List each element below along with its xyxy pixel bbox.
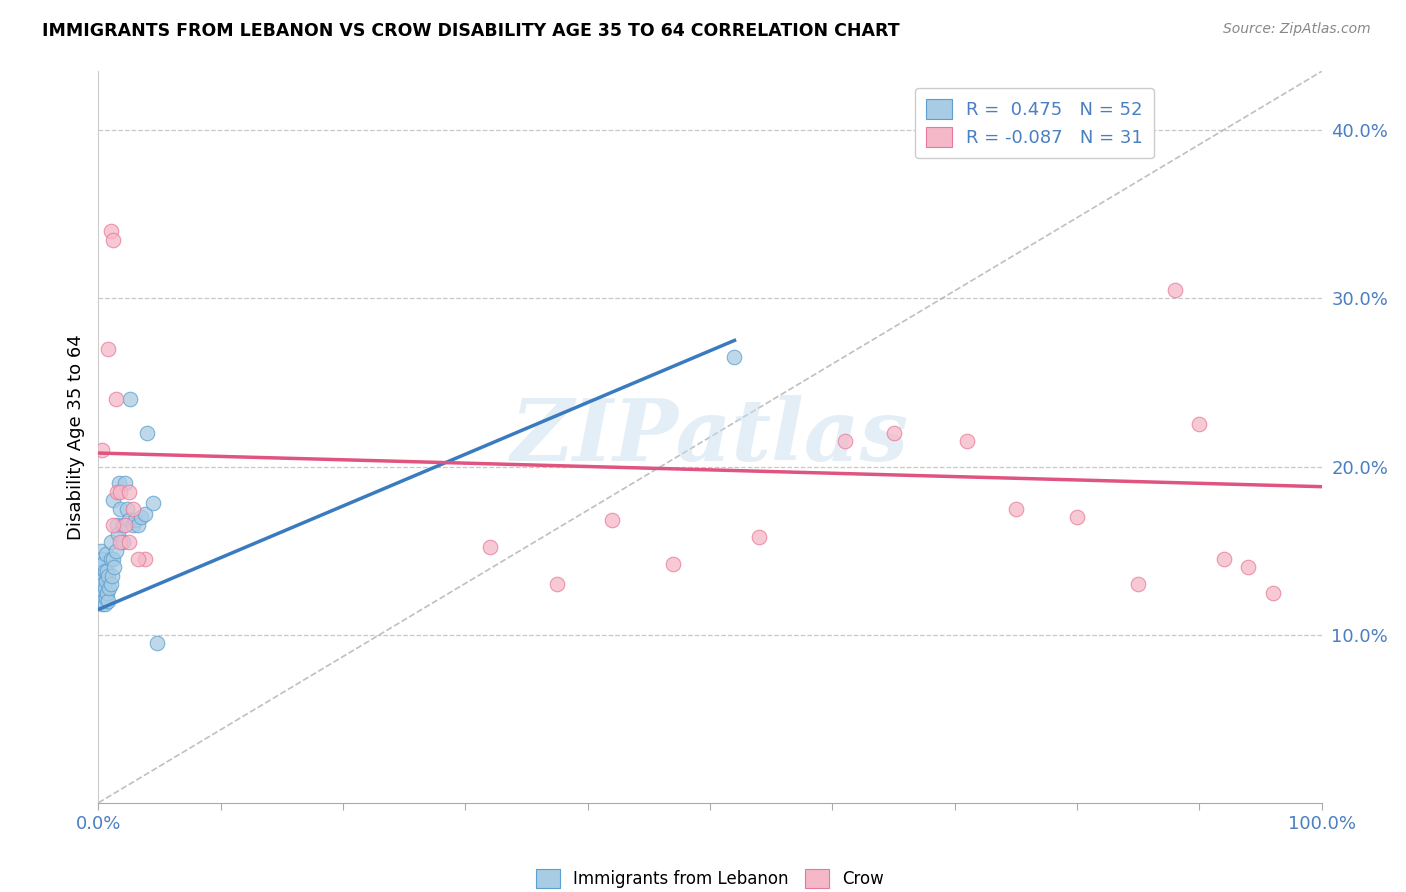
Point bbox=[110, 501, 132, 516]
Point bbox=[98, 581, 121, 595]
Point bbox=[1066, 510, 1088, 524]
Point bbox=[100, 577, 122, 591]
Point bbox=[142, 496, 165, 510]
Point bbox=[146, 636, 169, 650]
Point bbox=[104, 392, 127, 407]
Point bbox=[120, 392, 142, 407]
Point bbox=[600, 513, 623, 527]
Point bbox=[748, 530, 770, 544]
Point bbox=[90, 581, 112, 595]
Point bbox=[101, 552, 124, 566]
Point bbox=[723, 350, 745, 364]
Point bbox=[110, 484, 132, 499]
Point bbox=[1237, 560, 1260, 574]
Point bbox=[1212, 552, 1234, 566]
Point bbox=[111, 518, 134, 533]
Point bbox=[91, 577, 114, 591]
Point bbox=[93, 564, 115, 578]
Point bbox=[97, 569, 120, 583]
Point bbox=[136, 425, 159, 440]
Point bbox=[93, 598, 115, 612]
Point bbox=[134, 552, 156, 566]
Point bbox=[89, 577, 111, 591]
Point bbox=[103, 560, 125, 574]
Point bbox=[89, 585, 111, 599]
Point bbox=[1164, 283, 1187, 297]
Point bbox=[478, 540, 501, 554]
Point bbox=[90, 543, 112, 558]
Point bbox=[118, 513, 141, 527]
Point bbox=[89, 569, 111, 583]
Point bbox=[105, 518, 128, 533]
Point bbox=[129, 510, 152, 524]
Y-axis label: Disability Age 35 to 64: Disability Age 35 to 64 bbox=[66, 334, 84, 540]
Point bbox=[91, 594, 114, 608]
Point bbox=[104, 543, 127, 558]
Point bbox=[91, 574, 114, 588]
Point bbox=[834, 434, 856, 449]
Point bbox=[91, 585, 114, 599]
Point bbox=[134, 507, 156, 521]
Text: Source: ZipAtlas.com: Source: ZipAtlas.com bbox=[1223, 22, 1371, 37]
Point bbox=[94, 574, 117, 588]
Point bbox=[100, 535, 122, 549]
Point bbox=[118, 535, 141, 549]
Point bbox=[1004, 501, 1026, 516]
Point bbox=[1128, 577, 1150, 591]
Point bbox=[114, 476, 136, 491]
Point bbox=[111, 535, 134, 549]
Point bbox=[93, 581, 115, 595]
Point bbox=[105, 484, 128, 499]
Point bbox=[101, 233, 124, 247]
Text: ZIPatlas: ZIPatlas bbox=[510, 395, 910, 479]
Point bbox=[956, 434, 979, 449]
Point bbox=[127, 518, 149, 533]
Point bbox=[127, 552, 149, 566]
Point bbox=[91, 598, 114, 612]
Point bbox=[94, 591, 117, 605]
Point bbox=[883, 425, 905, 440]
Point bbox=[121, 518, 143, 533]
Point bbox=[101, 493, 124, 508]
Point bbox=[108, 476, 131, 491]
Text: IMMIGRANTS FROM LEBANON VS CROW DISABILITY AGE 35 TO 64 CORRELATION CHART: IMMIGRANTS FROM LEBANON VS CROW DISABILI… bbox=[42, 22, 900, 40]
Point bbox=[124, 513, 146, 527]
Point bbox=[546, 577, 568, 591]
Point bbox=[90, 594, 112, 608]
Point bbox=[1188, 417, 1211, 432]
Point bbox=[662, 557, 685, 571]
Point bbox=[91, 552, 114, 566]
Point bbox=[97, 342, 120, 356]
Point bbox=[101, 569, 124, 583]
Point bbox=[121, 501, 143, 516]
Point bbox=[100, 552, 122, 566]
Point bbox=[100, 224, 122, 238]
Point bbox=[114, 518, 136, 533]
Point bbox=[91, 557, 114, 571]
Point bbox=[1261, 585, 1284, 599]
Point bbox=[118, 484, 141, 499]
Point bbox=[90, 560, 112, 574]
Point bbox=[94, 547, 117, 561]
Point bbox=[107, 526, 129, 541]
Point bbox=[91, 442, 114, 457]
Point bbox=[110, 535, 132, 549]
Point bbox=[97, 594, 120, 608]
Point bbox=[115, 501, 138, 516]
Legend: Immigrants from Lebanon, Crow: Immigrants from Lebanon, Crow bbox=[530, 863, 890, 892]
Point bbox=[96, 585, 118, 599]
Point bbox=[96, 564, 118, 578]
Point bbox=[101, 518, 124, 533]
